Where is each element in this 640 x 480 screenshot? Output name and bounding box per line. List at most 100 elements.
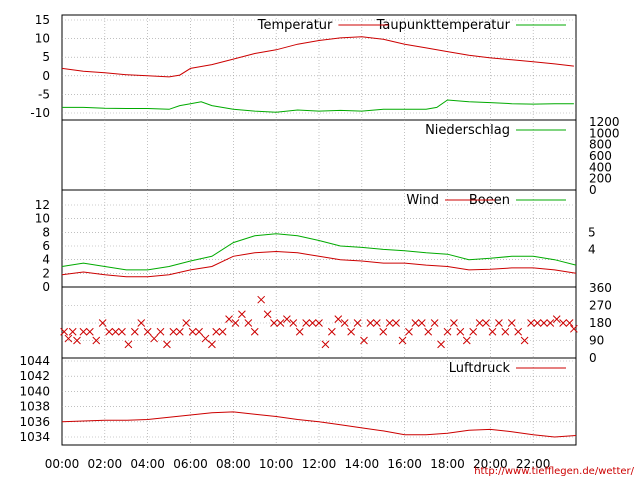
wind-direction-point xyxy=(244,319,253,327)
wind-direction-point xyxy=(443,327,452,336)
wind-direction-point xyxy=(411,319,420,327)
wind-direction-point xyxy=(559,319,568,327)
wind-direction-point xyxy=(570,324,578,333)
wind-direction-point xyxy=(315,319,323,327)
wind-ytick-label: 12 xyxy=(35,198,50,212)
wind-direction-point xyxy=(111,327,120,336)
wind-direction-point xyxy=(182,319,191,327)
wind-ytick-label: 8 xyxy=(42,225,50,239)
wind-direction-point xyxy=(250,327,259,336)
wind-direction-point xyxy=(85,327,94,336)
temperature-ytick-label: 5 xyxy=(42,50,50,64)
temperature-ytick-label: -10 xyxy=(30,106,50,120)
wind-direction-point xyxy=(263,310,272,319)
wind-direction-point xyxy=(437,340,445,349)
precipitation-ytick-label: 1200 xyxy=(589,115,620,129)
wind-direction-point xyxy=(334,315,343,323)
wind-direction-point xyxy=(469,327,478,336)
wind-direction-point xyxy=(379,327,388,336)
wind-direction-point xyxy=(257,295,266,304)
temperature-series-1 xyxy=(62,99,574,113)
x-tick-label: 08:00 xyxy=(216,457,251,471)
wind-direction-point xyxy=(417,319,426,327)
wind-direction-point xyxy=(327,327,336,336)
pressure-legend-label: Luftdruck xyxy=(449,361,511,376)
x-tick-label: 06:00 xyxy=(173,457,208,471)
precipitation-ytick-label: 1000 xyxy=(589,126,620,140)
wind-direction-point xyxy=(552,315,561,323)
wind-direction-point xyxy=(225,315,233,323)
wind-direction-point xyxy=(289,319,298,327)
wind-ytick-label: 10 xyxy=(35,212,50,226)
wind-direction-point xyxy=(462,336,471,345)
temperature-legend-label: Temperatur xyxy=(257,18,333,33)
precipitation-ytick-label: 600 xyxy=(589,149,612,163)
wind-direction-point xyxy=(68,327,77,336)
wind-direction-point xyxy=(175,327,184,336)
wind-direction-point xyxy=(201,334,210,343)
wind-direction-point xyxy=(156,327,165,336)
pressure-ytick-label: 1038 xyxy=(19,400,50,414)
source-url: http://www.tiefflegen.de/wetter/ xyxy=(474,466,634,477)
wind-series-1 xyxy=(61,233,577,271)
wind-ytick-label: 0 xyxy=(42,280,50,294)
wind-direction-point xyxy=(64,334,73,343)
wind-direction-point xyxy=(98,319,107,327)
precipitation-ytick-label: 400 xyxy=(589,160,612,174)
wind-direction-point xyxy=(283,315,291,323)
wind-direction-point xyxy=(169,327,178,336)
wind-direction-point xyxy=(392,319,400,327)
wind-direction-point xyxy=(92,336,101,345)
wind-direction-point xyxy=(118,327,126,336)
wind-direction-point xyxy=(372,319,381,327)
wind-direction-point xyxy=(488,327,497,336)
wind-direction-point xyxy=(79,327,88,336)
wind-direction-point xyxy=(495,319,503,327)
wind-beaufort-label: 4 xyxy=(588,242,596,256)
wind-direction-point xyxy=(450,319,458,327)
pressure-ytick-label: 1040 xyxy=(19,384,50,398)
wind-ytick-label: 4 xyxy=(42,253,50,267)
wind-direction-point xyxy=(430,319,439,327)
x-tick-label: 10:00 xyxy=(259,457,294,471)
wind-direction-point xyxy=(546,319,555,327)
temperature-series-0 xyxy=(61,36,574,78)
precipitation-ytick-label: 200 xyxy=(589,172,612,186)
wind-direction-point xyxy=(73,336,81,345)
wind-direction-point xyxy=(143,327,152,336)
wind-direction-point xyxy=(308,319,317,327)
wind-direction-point xyxy=(276,319,285,327)
wind-direction-point xyxy=(60,327,68,336)
wind-direction-point xyxy=(366,319,375,327)
wind-direction-point xyxy=(565,319,574,327)
wind-direction-point xyxy=(475,319,484,327)
wind-direction-point xyxy=(405,327,413,336)
wind-direction-point xyxy=(212,327,221,336)
wind-ytick-label: 6 xyxy=(42,239,50,253)
pressure-ytick-label: 1042 xyxy=(19,369,50,383)
wind-direction-point xyxy=(130,327,139,336)
wind-direction-point xyxy=(353,319,362,327)
wind-legend-label: Wind xyxy=(406,193,439,208)
wind-direction-point xyxy=(208,340,216,349)
x-tick-label: 02:00 xyxy=(88,457,123,471)
wind-direction-point xyxy=(514,327,523,336)
wind-direction-point xyxy=(302,319,311,327)
precipitation-legend-label: Niederschlag xyxy=(425,123,510,138)
wind-direction-ytick-label: 90 xyxy=(589,334,604,348)
wind-direction-point xyxy=(482,319,490,327)
wind-direction-point xyxy=(321,340,330,349)
wind-direction-point xyxy=(270,319,278,327)
wind-direction-point xyxy=(231,319,240,327)
pressure-ytick-label: 1036 xyxy=(19,415,50,429)
wind-direction-ytick-label: 180 xyxy=(589,316,612,330)
wind-direction-point xyxy=(124,340,133,349)
wind-direction-point xyxy=(527,319,535,327)
wind-direction-point xyxy=(218,327,227,336)
wind-direction-point xyxy=(340,319,349,327)
temperature-ytick-label: -5 xyxy=(38,87,50,101)
pressure-ytick-label: 1044 xyxy=(19,354,50,368)
x-tick-label: 20:00 xyxy=(473,457,508,471)
x-tick-label: 12:00 xyxy=(302,457,337,471)
